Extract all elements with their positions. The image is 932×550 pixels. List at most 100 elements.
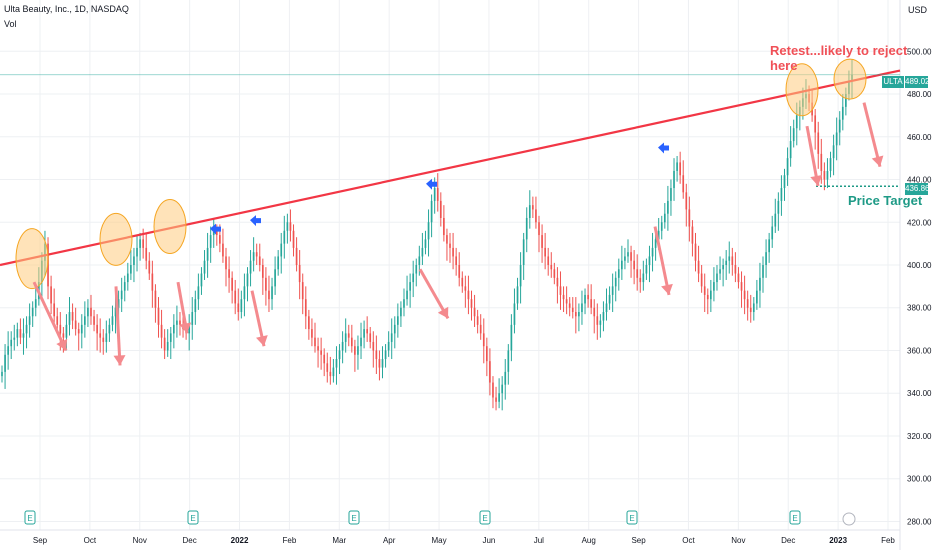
retest-annotation[interactable]: Retest...likely to reject here [770, 43, 908, 73]
candle-body [277, 256, 280, 270]
rejection-arrow-head [871, 155, 884, 167]
candle-body [581, 303, 583, 313]
y-tick-label: 500.00 [907, 47, 932, 56]
y-tick-label: 420.00 [907, 218, 932, 227]
candle-body [194, 299, 197, 313]
candle-body [157, 307, 160, 325]
candle-body [295, 247, 298, 265]
rejection-arrow-head [661, 283, 673, 295]
candle-body [605, 303, 608, 313]
volume-indicator-label[interactable]: Vol [4, 19, 17, 29]
candle-body [381, 359, 384, 368]
candle-body [485, 346, 488, 362]
candle-body [746, 299, 749, 308]
candle-body [832, 145, 835, 159]
candle-body [145, 247, 148, 261]
candle-body [522, 239, 525, 265]
candle-body [602, 312, 605, 321]
candle-body [74, 320, 77, 330]
earnings-marker-label: E [27, 514, 32, 523]
candle-body [688, 209, 691, 227]
candle-body [314, 337, 316, 347]
candle-body [384, 350, 387, 360]
rejection-arrow-head [437, 306, 449, 319]
candle-body [308, 316, 310, 330]
last-price-tag: 489.02 [905, 76, 930, 88]
candle-body [590, 299, 593, 308]
y-tick-label: 280.00 [907, 517, 932, 526]
candle-body [160, 324, 163, 338]
candle-body [123, 282, 126, 291]
target-price-tag: 436.86 [905, 183, 930, 195]
x-tick-label: Aug [582, 536, 596, 545]
candle-body [768, 239, 770, 253]
candle-body [298, 265, 301, 283]
candle-body [332, 367, 335, 377]
x-tick-label: Feb [283, 536, 297, 545]
candle-body [323, 354, 326, 364]
earnings-marker-label: E [482, 514, 487, 523]
x-tick-label: Feb [881, 536, 895, 545]
candle-body [743, 290, 746, 300]
earnings-marker [348, 510, 360, 525]
candle-body [347, 333, 350, 338]
candle-body [639, 277, 642, 283]
candle-body [464, 286, 467, 291]
candle-body [492, 382, 494, 398]
candle-body [719, 269, 721, 274]
candle-body [756, 290, 758, 304]
candle-body [326, 363, 329, 372]
candle-body [249, 260, 252, 274]
candle-body [16, 329, 19, 338]
touch-circle [153, 199, 187, 255]
earnings-marker [24, 510, 36, 525]
candle-body [71, 312, 74, 321]
candle-body [136, 247, 138, 257]
candle-body [341, 341, 344, 351]
candle-body [105, 333, 108, 342]
candle-body [617, 269, 620, 278]
candle-body [571, 307, 574, 313]
candle-body [10, 339, 13, 347]
candle-body [289, 222, 292, 231]
candle-body [777, 200, 780, 214]
price-target-annotation[interactable]: Price Target [848, 193, 923, 208]
y-tick-label: 360.00 [907, 346, 932, 355]
candle-body [587, 294, 589, 300]
candle-body [516, 286, 519, 304]
candle-body [694, 243, 697, 261]
candle-body [525, 217, 528, 240]
candle-body [126, 273, 129, 283]
candle-body [418, 256, 421, 265]
candle-body [93, 316, 95, 325]
candle-body [354, 346, 356, 355]
candle-body [449, 243, 451, 248]
candle-body [320, 350, 322, 355]
candle-body [820, 153, 823, 171]
touch-circle [15, 228, 49, 290]
candle-body [412, 273, 415, 283]
candle-body [624, 256, 626, 261]
candle-body [114, 307, 117, 317]
candle-body [80, 324, 83, 334]
candle-body [360, 337, 362, 347]
candle-body [476, 316, 479, 325]
candle-body [228, 269, 230, 278]
candle-body [369, 333, 372, 342]
candle-body [765, 252, 767, 265]
candle-body [378, 359, 381, 368]
chart-grid [0, 0, 900, 530]
rejection-arrow-head [179, 322, 192, 334]
candle-body [829, 158, 832, 171]
candle-body [387, 341, 390, 351]
candle-body [679, 162, 682, 176]
candle-body [4, 354, 6, 372]
candle-body [427, 222, 430, 240]
candle-body [703, 286, 706, 295]
symbol-title[interactable]: Ulta Beauty, Inc., 1D, NASDAQ [4, 4, 129, 14]
candle-body [513, 303, 516, 325]
rejection-arrow-head [256, 335, 268, 347]
candle-body [265, 277, 267, 291]
candle-body [120, 290, 123, 300]
